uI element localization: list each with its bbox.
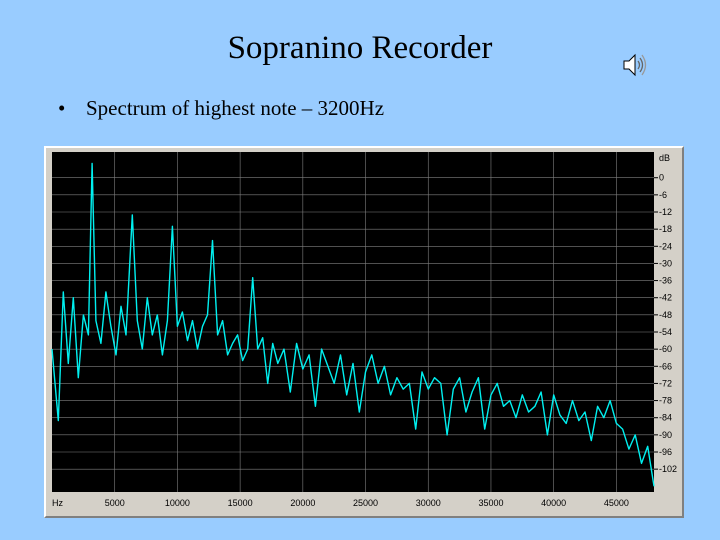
- x-tick-label: 5000: [105, 498, 125, 508]
- bullet-marker: •: [58, 96, 66, 120]
- y-tick-label: -96: [659, 447, 672, 457]
- x-tick-label: 15000: [228, 498, 253, 508]
- y-tick-label: -48: [659, 310, 672, 320]
- x-tick-label: 20000: [290, 498, 315, 508]
- speaker-icon[interactable]: [622, 52, 648, 78]
- y-tick-label: -90: [659, 430, 672, 440]
- bullet-text: Spectrum of highest note – 3200Hz: [86, 96, 385, 120]
- x-tick-label: 10000: [165, 498, 190, 508]
- plot-area: [52, 152, 654, 492]
- y-tick-label: -42: [659, 293, 672, 303]
- y-tick-label: -18: [659, 224, 672, 234]
- y-tick-label: -6: [659, 190, 667, 200]
- x-tick-label: 40000: [541, 498, 566, 508]
- x-tick-label: 35000: [478, 498, 503, 508]
- y-axis-label: dB: [659, 153, 670, 163]
- y-tick-label: -36: [659, 276, 672, 286]
- y-tick-label: -30: [659, 258, 672, 268]
- spectrum-chart: 5000 10000 15000 20000 25000 30000 35000 40000 4…: [44, 146, 684, 518]
- x-axis-label: Hz: [52, 498, 63, 508]
- x-tick-label: 30000: [416, 498, 441, 508]
- y-tick-label: -12: [659, 207, 672, 217]
- spectrum-chart-svg: 5000 10000 15000 20000 25000 30000 35000 40000 4…: [51, 152, 677, 508]
- y-tick-label: -54: [659, 327, 672, 337]
- x-tick-label: 45000: [604, 498, 629, 508]
- y-tick-label: -84: [659, 413, 672, 423]
- spectrum-line: [51, 162, 655, 487]
- y-tick-label: -66: [659, 361, 672, 371]
- y-tick-label: -102: [659, 464, 677, 474]
- y-tick-label: -60: [659, 344, 672, 354]
- bullet-item: • Spectrum of highest note – 3200Hz: [58, 96, 384, 121]
- x-tick-label: 25000: [353, 498, 378, 508]
- y-tick-label: -24: [659, 241, 672, 251]
- y-tick-label: -72: [659, 378, 672, 388]
- y-tick-label: -78: [659, 396, 672, 406]
- slide-title: Sopranino Recorder: [227, 30, 493, 66]
- y-tick-label: 0: [659, 173, 664, 183]
